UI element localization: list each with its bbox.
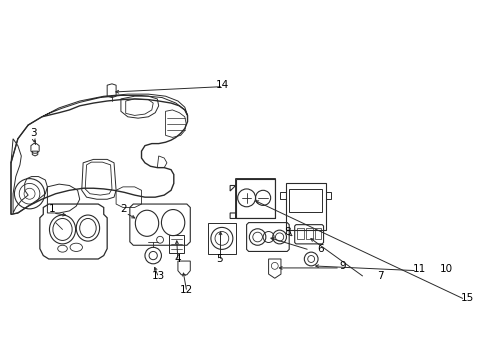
Text: 6: 6 [316, 244, 323, 254]
Text: 15: 15 [460, 293, 473, 303]
Text: 1: 1 [49, 204, 56, 214]
Text: 12: 12 [180, 285, 193, 295]
Text: 13: 13 [151, 271, 164, 281]
Text: 14: 14 [216, 80, 229, 90]
Text: 5: 5 [216, 254, 223, 264]
Text: 8: 8 [284, 226, 290, 237]
Text: 4: 4 [174, 254, 181, 264]
Text: 7: 7 [376, 271, 383, 281]
Text: 3: 3 [30, 128, 36, 138]
Text: 9: 9 [339, 261, 346, 271]
Text: 11: 11 [411, 264, 425, 274]
Text: 2: 2 [120, 204, 127, 214]
Text: 10: 10 [439, 264, 452, 274]
